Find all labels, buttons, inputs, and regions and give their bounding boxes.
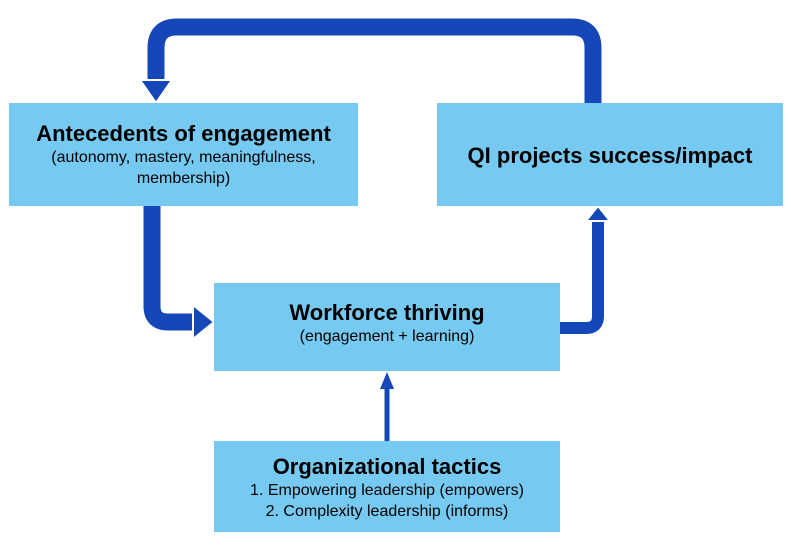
node-antecedents-of-engagement: Antecedents of engagement (autonomy, mas… bbox=[9, 103, 358, 206]
arrow-thriving-to-qi-head bbox=[583, 204, 613, 222]
arrow-qi-to-antecedents bbox=[130, 15, 605, 115]
node-item: 1. Empowering leadership (empowers) bbox=[250, 482, 524, 499]
node-item: 2. Complexity leadership (informs) bbox=[265, 503, 509, 520]
node-title: Workforce thriving bbox=[289, 300, 485, 325]
arrow-antecedents-to-thriving-head bbox=[192, 302, 216, 342]
arrow-tactics-to-thriving-head bbox=[380, 372, 394, 389]
node-workforce-thriving: Workforce thriving (engagement + learnin… bbox=[214, 283, 560, 371]
node-qi-projects-success: QI projects success/impact bbox=[437, 103, 783, 206]
arrow-qi-to-antecedents-body bbox=[147, 18, 602, 103]
node-title: Antecedents of engagement bbox=[36, 121, 331, 146]
arrow-antecedents-to-thriving-body bbox=[143, 206, 197, 331]
node-organizational-tactics: Organizational tactics 1. Empowering lea… bbox=[214, 441, 560, 532]
arrow-thriving-to-qi-body bbox=[560, 220, 604, 334]
node-title: Organizational tactics bbox=[272, 454, 502, 479]
node-subtitle: (autonomy, mastery, meaningfulness, memb… bbox=[51, 149, 316, 187]
node-subtitle: (engagement + learning) bbox=[299, 328, 475, 345]
arrow-qi-to-antecedents-head bbox=[138, 79, 174, 105]
node-title: QI projects success/impact bbox=[467, 143, 753, 168]
